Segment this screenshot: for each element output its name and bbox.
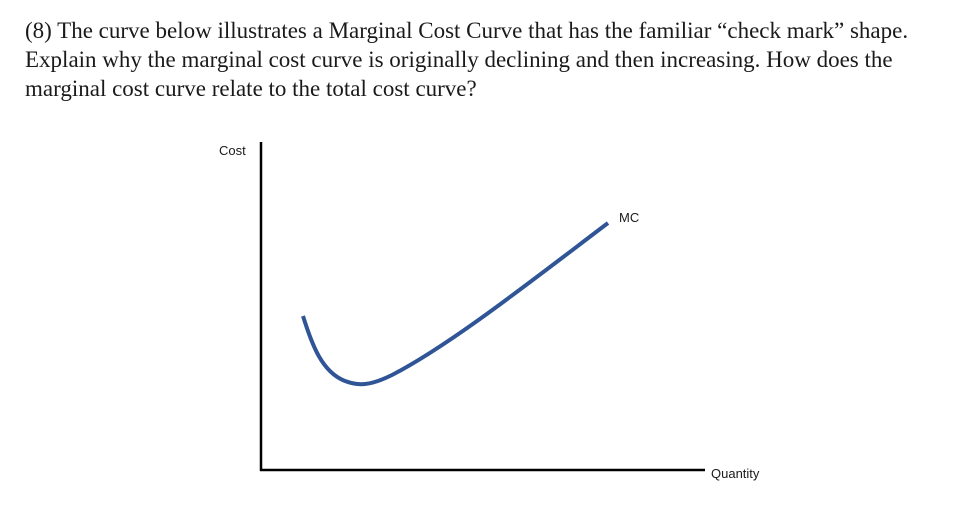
question-line-1: (8) The curve below illustrates a Margin…	[25, 18, 909, 43]
question-text: (8) The curve below illustrates a Margin…	[25, 16, 960, 103]
question-line-2: Explain why the marginal cost curve is o…	[25, 47, 893, 72]
question-line-3: marginal cost curve relate to the total …	[25, 76, 477, 101]
y-axis-label: Cost	[219, 143, 246, 158]
mc-curve	[301, 221, 610, 387]
x-axis-label: Quantity	[711, 466, 760, 481]
mc-curve-label: MC	[619, 210, 639, 225]
